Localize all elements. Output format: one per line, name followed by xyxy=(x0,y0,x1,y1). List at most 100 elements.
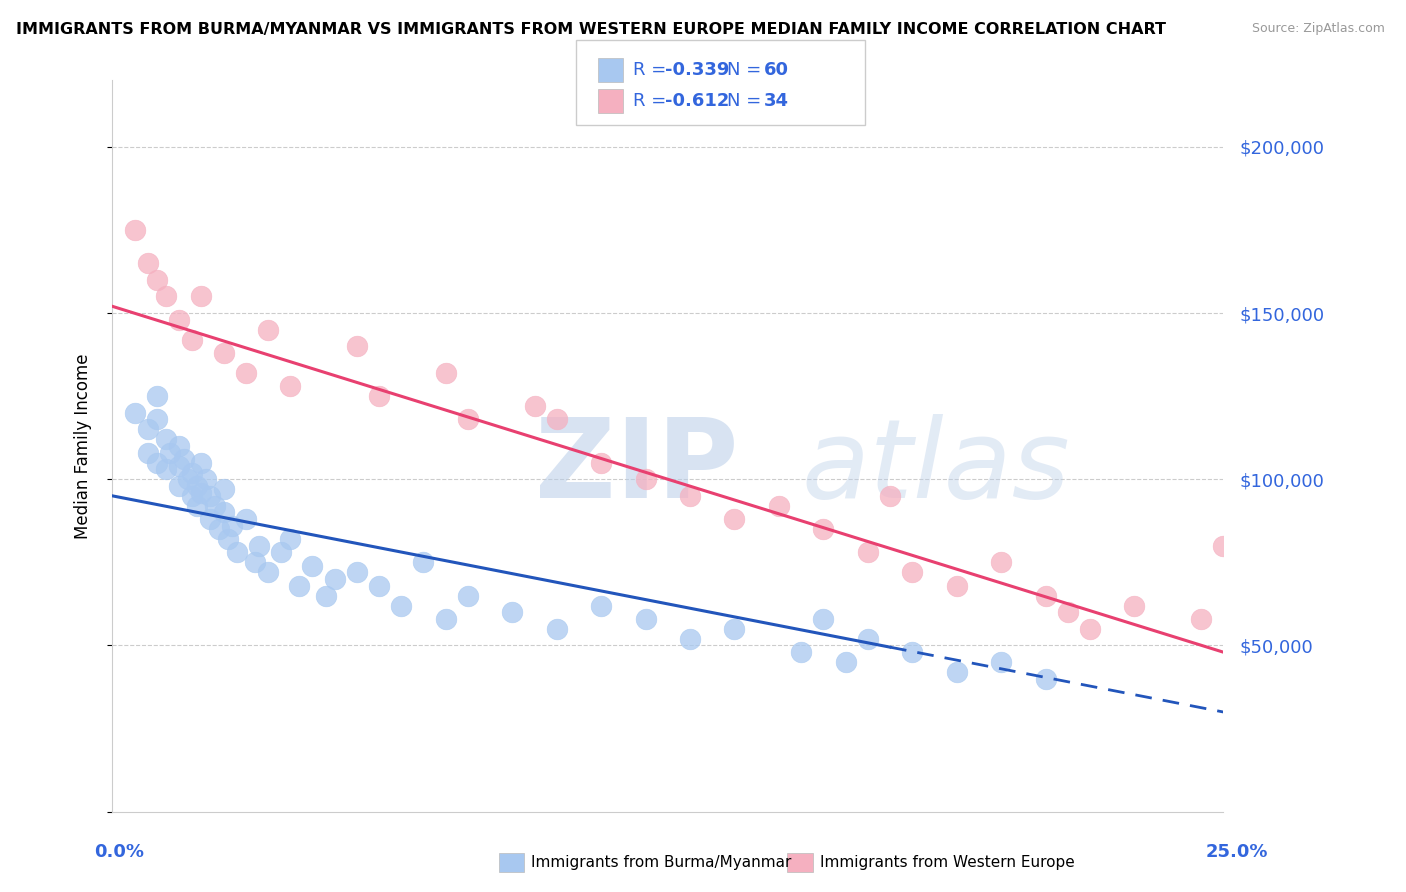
Point xyxy=(523,399,546,413)
Point xyxy=(136,445,159,459)
Point xyxy=(146,456,169,470)
Point xyxy=(813,612,835,626)
Point xyxy=(181,333,204,347)
Point xyxy=(856,545,879,559)
Point xyxy=(457,589,479,603)
Point xyxy=(945,579,967,593)
Point xyxy=(368,389,391,403)
Point xyxy=(167,439,190,453)
Point xyxy=(288,579,311,593)
Point xyxy=(208,522,231,536)
Point xyxy=(546,412,568,426)
Point xyxy=(212,506,235,520)
Point xyxy=(346,339,368,353)
Point xyxy=(124,223,146,237)
Text: atlas: atlas xyxy=(801,415,1070,522)
Point xyxy=(167,458,190,473)
Point xyxy=(190,289,212,303)
Point xyxy=(194,472,217,486)
Point xyxy=(200,512,222,526)
Point xyxy=(434,366,457,380)
Point xyxy=(945,665,967,679)
Point xyxy=(679,632,702,646)
Point xyxy=(167,479,190,493)
Point xyxy=(813,522,835,536)
Point xyxy=(173,452,195,467)
Point xyxy=(1212,539,1234,553)
Text: R =: R = xyxy=(633,61,672,78)
Point xyxy=(901,566,924,580)
Point xyxy=(790,645,813,659)
Point xyxy=(301,558,323,573)
Point xyxy=(190,456,212,470)
Point xyxy=(323,572,346,586)
Point xyxy=(315,589,337,603)
Point xyxy=(634,472,657,486)
Point xyxy=(1123,599,1146,613)
Text: 34: 34 xyxy=(763,92,789,110)
Point xyxy=(1035,589,1057,603)
Point xyxy=(235,512,257,526)
Point xyxy=(159,445,181,459)
Point xyxy=(278,379,301,393)
Point xyxy=(591,599,613,613)
Text: ZIP: ZIP xyxy=(534,415,738,522)
Point xyxy=(181,489,204,503)
Text: N =: N = xyxy=(727,92,766,110)
Point xyxy=(1035,672,1057,686)
Point xyxy=(591,456,613,470)
Text: 25.0%: 25.0% xyxy=(1206,843,1268,861)
Point xyxy=(204,499,226,513)
Text: Immigrants from Western Europe: Immigrants from Western Europe xyxy=(820,855,1074,870)
Point xyxy=(177,472,200,486)
Point xyxy=(155,433,177,447)
Text: 0.0%: 0.0% xyxy=(94,843,145,861)
Point xyxy=(146,389,169,403)
Point xyxy=(181,466,204,480)
Text: N =: N = xyxy=(727,61,766,78)
Point xyxy=(501,605,523,619)
Point xyxy=(412,555,434,569)
Point xyxy=(136,422,159,436)
Point xyxy=(1056,605,1078,619)
Point xyxy=(990,555,1012,569)
Point xyxy=(879,489,901,503)
Point xyxy=(901,645,924,659)
Point xyxy=(346,566,368,580)
Text: Source: ZipAtlas.com: Source: ZipAtlas.com xyxy=(1251,22,1385,36)
Point xyxy=(146,412,169,426)
Text: -0.612: -0.612 xyxy=(665,92,730,110)
Point xyxy=(247,539,270,553)
Point xyxy=(723,622,745,636)
Point xyxy=(217,532,239,546)
Point xyxy=(155,289,177,303)
Point xyxy=(186,479,208,493)
Point xyxy=(235,366,257,380)
Point xyxy=(1078,622,1101,636)
Point xyxy=(368,579,391,593)
Point xyxy=(257,566,280,580)
Point xyxy=(212,346,235,360)
Point xyxy=(389,599,412,613)
Point xyxy=(990,655,1012,669)
Point xyxy=(457,412,479,426)
Point xyxy=(257,323,280,337)
Point xyxy=(146,273,169,287)
Point xyxy=(225,545,247,559)
Point xyxy=(278,532,301,546)
Point xyxy=(546,622,568,636)
Point xyxy=(136,256,159,270)
Text: R =: R = xyxy=(633,92,672,110)
Text: 60: 60 xyxy=(763,61,789,78)
Point xyxy=(1189,612,1212,626)
Point xyxy=(155,462,177,476)
Text: -0.339: -0.339 xyxy=(665,61,730,78)
Point xyxy=(270,545,292,559)
Point xyxy=(243,555,266,569)
Point xyxy=(167,312,190,326)
Point xyxy=(124,406,146,420)
Point xyxy=(634,612,657,626)
Point xyxy=(212,482,235,496)
Text: IMMIGRANTS FROM BURMA/MYANMAR VS IMMIGRANTS FROM WESTERN EUROPE MEDIAN FAMILY IN: IMMIGRANTS FROM BURMA/MYANMAR VS IMMIGRA… xyxy=(15,22,1166,37)
Point xyxy=(834,655,856,669)
